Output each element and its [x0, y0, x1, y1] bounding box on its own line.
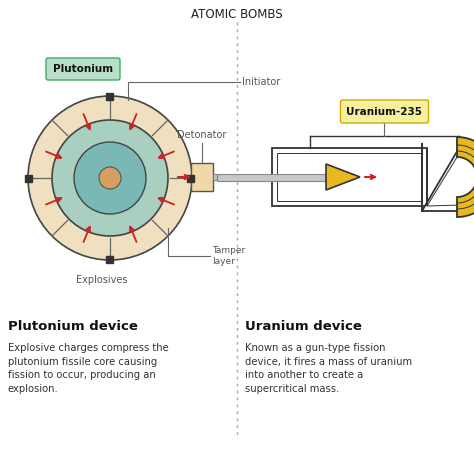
- Circle shape: [74, 142, 146, 214]
- Bar: [272, 148, 427, 206]
- Text: Uranium-235: Uranium-235: [346, 106, 422, 117]
- Bar: [213, 174, 217, 180]
- Text: Uranium device: Uranium device: [245, 320, 362, 333]
- Polygon shape: [422, 143, 474, 211]
- Bar: [107, 255, 113, 262]
- Text: Explosive charges compress the
plutonium fissile core causing
fission to occur, : Explosive charges compress the plutonium…: [8, 343, 169, 394]
- Text: Known as a gun-type fission
device, it fires a mass of uranium
into another to c: Known as a gun-type fission device, it f…: [245, 343, 412, 394]
- Text: ATOMIC BOMBS: ATOMIC BOMBS: [191, 7, 283, 20]
- Polygon shape: [427, 148, 474, 206]
- Text: Detonator: Detonator: [177, 130, 227, 140]
- Circle shape: [99, 167, 121, 189]
- Polygon shape: [326, 164, 360, 190]
- Text: Tamper
layer: Tamper layer: [212, 246, 245, 266]
- Bar: [188, 175, 194, 182]
- Bar: [217, 173, 326, 181]
- Bar: [107, 94, 113, 100]
- Circle shape: [28, 96, 192, 260]
- Bar: [191, 163, 213, 191]
- Text: Explosives: Explosives: [76, 275, 128, 285]
- Bar: [26, 175, 33, 182]
- FancyBboxPatch shape: [46, 58, 120, 80]
- Text: Initiator: Initiator: [242, 77, 280, 87]
- Circle shape: [52, 120, 168, 236]
- FancyBboxPatch shape: [340, 100, 428, 123]
- Polygon shape: [457, 137, 474, 217]
- Bar: [277, 153, 422, 201]
- Text: Plutonium: Plutonium: [53, 64, 113, 74]
- Text: Plutonium device: Plutonium device: [8, 320, 138, 333]
